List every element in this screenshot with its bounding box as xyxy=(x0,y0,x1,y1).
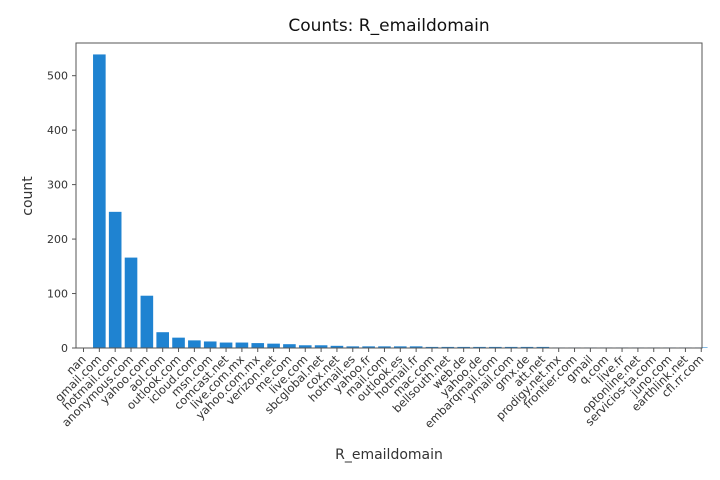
bar xyxy=(394,346,407,348)
bar xyxy=(156,332,169,348)
bar xyxy=(314,345,328,348)
bar xyxy=(330,345,344,348)
bar xyxy=(346,346,360,348)
y-axis-label: count xyxy=(20,176,36,216)
bar xyxy=(425,346,439,348)
y-tick-label: 400 xyxy=(47,124,68,137)
bar xyxy=(362,346,375,348)
plot-area: 0100200300400500nangmail.comhotmail.coma… xyxy=(47,54,708,431)
bar xyxy=(298,345,312,348)
bar xyxy=(473,346,486,348)
y-tick-label: 500 xyxy=(47,70,68,83)
y-tick-label: 100 xyxy=(47,288,68,301)
bar xyxy=(251,343,265,348)
bar xyxy=(504,346,518,348)
bar xyxy=(219,342,233,348)
bar xyxy=(140,295,154,348)
bar xyxy=(409,346,423,348)
bar xyxy=(457,346,470,348)
bar xyxy=(283,344,296,348)
bar xyxy=(188,340,201,348)
bar xyxy=(441,346,455,348)
chart-title: Counts: R_emaildomain xyxy=(288,16,489,36)
bar xyxy=(172,337,185,348)
bar xyxy=(536,346,550,348)
y-tick-label: 300 xyxy=(47,179,68,192)
bar xyxy=(235,342,249,348)
bar xyxy=(124,257,138,348)
bar xyxy=(108,211,122,348)
bar xyxy=(520,346,534,348)
y-tick-label: 200 xyxy=(47,233,68,246)
bar xyxy=(489,346,502,348)
bar xyxy=(267,343,280,348)
x-axis-label: R_emaildomain xyxy=(335,447,443,463)
bar xyxy=(203,341,217,348)
y-tick-label: 0 xyxy=(61,342,68,355)
plot-frame xyxy=(75,42,703,349)
bar xyxy=(378,346,391,348)
bar xyxy=(93,54,106,348)
